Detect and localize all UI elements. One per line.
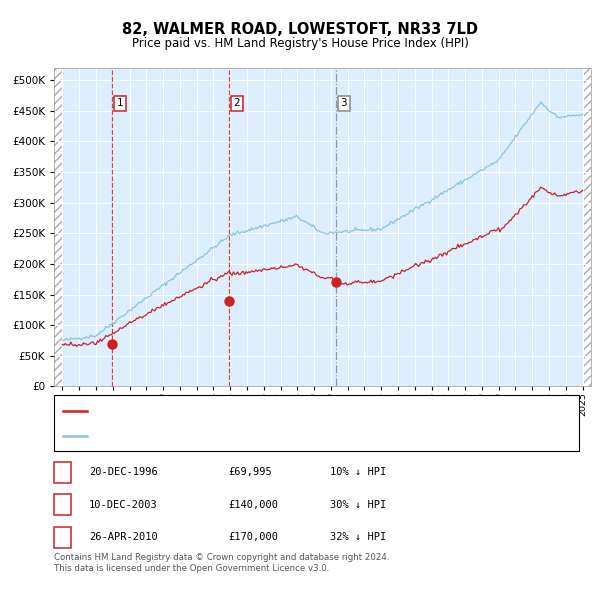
Text: HPI: Average price, detached house, East Suffolk: HPI: Average price, detached house, East… <box>93 431 337 441</box>
Text: Contains HM Land Registry data © Crown copyright and database right 2024.
This d: Contains HM Land Registry data © Crown c… <box>54 553 389 573</box>
Text: £170,000: £170,000 <box>228 532 278 542</box>
Text: 82, WALMER ROAD, LOWESTOFT, NR33 7LD (detached house): 82, WALMER ROAD, LOWESTOFT, NR33 7LD (de… <box>93 406 401 416</box>
Text: 2: 2 <box>59 500 66 510</box>
Text: 2: 2 <box>233 99 240 109</box>
Text: 26-APR-2010: 26-APR-2010 <box>89 532 158 542</box>
Text: 32% ↓ HPI: 32% ↓ HPI <box>330 532 386 542</box>
Text: 10% ↓ HPI: 10% ↓ HPI <box>330 467 386 477</box>
Text: 3: 3 <box>340 99 347 109</box>
Text: 1: 1 <box>116 99 123 109</box>
Text: £69,995: £69,995 <box>228 467 272 477</box>
Text: 3: 3 <box>59 532 66 542</box>
Text: 1: 1 <box>59 467 66 477</box>
Text: 82, WALMER ROAD, LOWESTOFT, NR33 7LD: 82, WALMER ROAD, LOWESTOFT, NR33 7LD <box>122 22 478 37</box>
Text: 30% ↓ HPI: 30% ↓ HPI <box>330 500 386 510</box>
Text: Price paid vs. HM Land Registry's House Price Index (HPI): Price paid vs. HM Land Registry's House … <box>131 37 469 50</box>
Text: £140,000: £140,000 <box>228 500 278 510</box>
Text: 10-DEC-2003: 10-DEC-2003 <box>89 500 158 510</box>
Text: 20-DEC-1996: 20-DEC-1996 <box>89 467 158 477</box>
